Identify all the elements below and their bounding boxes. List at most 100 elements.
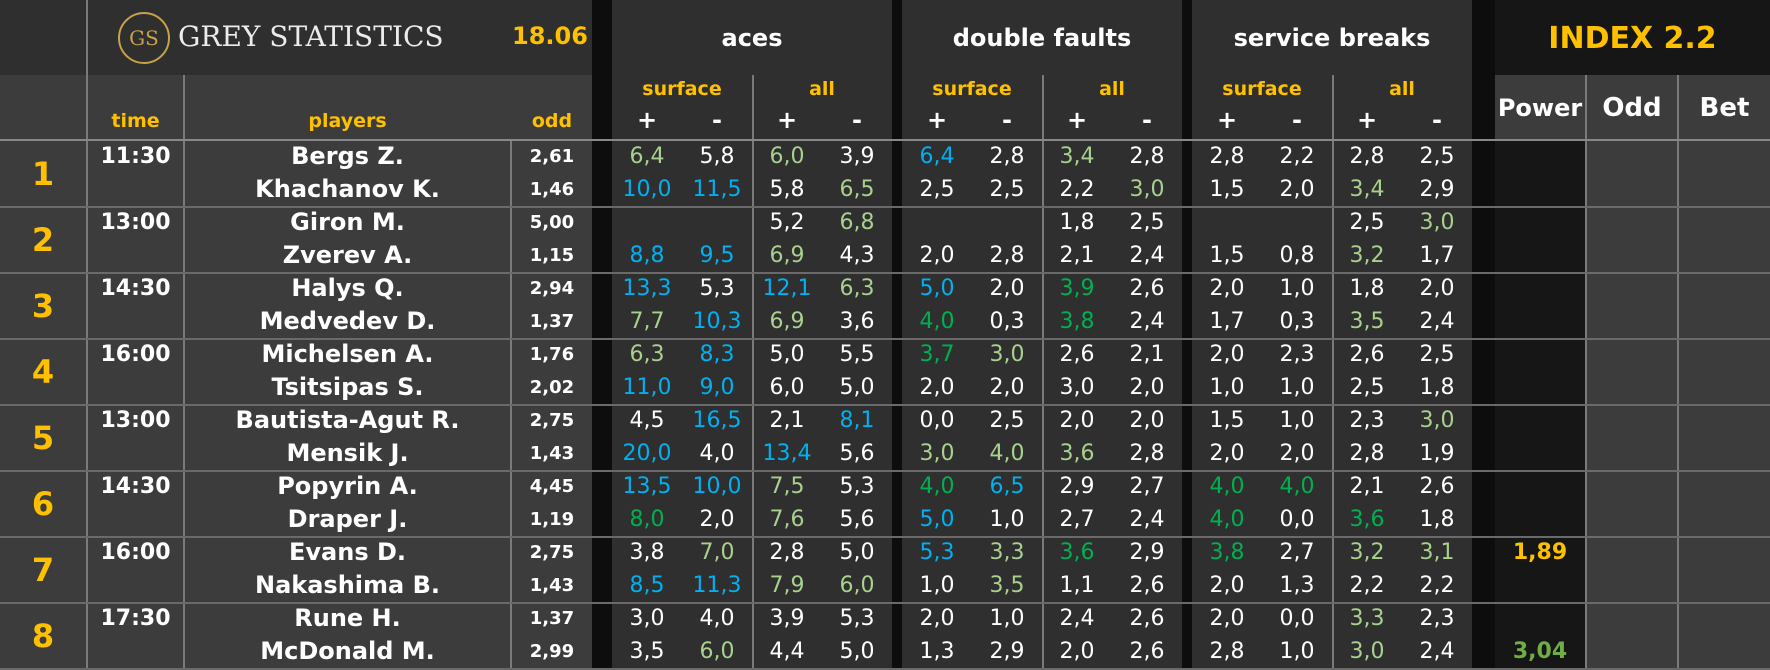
stat-value: 2,4 <box>1129 507 1165 532</box>
stat-value: 1,0 <box>989 606 1025 631</box>
stat-value: 5,8 <box>769 177 805 202</box>
stat-value: 2,0 <box>699 507 735 532</box>
stat-value: 5,3 <box>839 474 875 499</box>
stat-value: 2,7 <box>1059 507 1095 532</box>
stat-value: 4,0 <box>989 441 1025 466</box>
stat-value: 3,5 <box>989 573 1025 598</box>
stat-value: 1,5 <box>1209 177 1245 202</box>
stat-value: 2,1 <box>1129 342 1165 367</box>
subheader-all: all <box>809 78 835 100</box>
stat-value: 4,0 <box>699 606 735 631</box>
stat-value: 2,0 <box>1209 606 1245 631</box>
stat-value: 3,7 <box>919 342 955 367</box>
stat-value: 13,5 <box>622 474 672 499</box>
stat-value: 6,9 <box>769 243 805 268</box>
stat-value: 0,0 <box>1279 606 1315 631</box>
stat-value: 11,3 <box>692 573 742 598</box>
stat-value: 2,6 <box>1129 639 1165 664</box>
stat-value: 2,1 <box>1349 474 1385 499</box>
stat-value: 4,0 <box>919 309 955 334</box>
stat-value: 2,0 <box>919 606 955 631</box>
player-name: Giron M. <box>290 208 405 236</box>
player-odd: 2,02 <box>529 377 575 398</box>
stat-value: 5,3 <box>919 540 955 565</box>
logo-mark: GS <box>129 26 159 50</box>
player-name: Medvedev D. <box>259 307 436 335</box>
stat-value: 6,3 <box>629 342 665 367</box>
stat-value: 4,0 <box>1209 474 1245 499</box>
stat-value: 2,3 <box>1279 342 1315 367</box>
stat-value: 3,0 <box>1129 177 1165 202</box>
stat-value: 3,6 <box>839 309 875 334</box>
stat-value: 2,5 <box>1129 210 1165 235</box>
stat-value: 2,0 <box>1419 276 1455 301</box>
row-divider <box>0 470 1770 472</box>
stat-value: 8,3 <box>699 342 735 367</box>
stat-value: 2,0 <box>1059 639 1095 664</box>
stat-value: 4,0 <box>1279 474 1315 499</box>
stat-value: 2,7 <box>1129 474 1165 499</box>
aces-header: aces <box>721 24 783 52</box>
stat-value: 1,0 <box>1279 639 1315 664</box>
power-value: 1,89 <box>1512 540 1568 565</box>
index-header: INDEX 2.2 <box>1548 20 1717 56</box>
stat-value: 5,0 <box>839 375 875 400</box>
stat-value: 10,0 <box>692 474 742 499</box>
player-name: Michelsen A. <box>261 340 434 368</box>
stat-value: 8,0 <box>629 507 665 532</box>
stat-value: 2,4 <box>1129 309 1165 334</box>
stat-value: 3,8 <box>1059 309 1095 334</box>
stat-value: 1,5 <box>1209 243 1245 268</box>
stat-value: 3,0 <box>989 342 1025 367</box>
stat-value: 6,0 <box>699 639 735 664</box>
stat-value: 1,8 <box>1419 507 1455 532</box>
match-time: 16:00 <box>100 342 171 367</box>
stat-value: 5,0 <box>919 507 955 532</box>
row-divider <box>0 536 1770 538</box>
time-header: time <box>111 110 160 132</box>
stat-value: 4,0 <box>1209 507 1245 532</box>
player-odd: 1,19 <box>529 509 575 530</box>
stat-value: 2,6 <box>1129 276 1165 301</box>
stat-value: 4,5 <box>629 408 665 433</box>
stat-value: 13,3 <box>622 276 672 301</box>
stat-value: 4,0 <box>919 474 955 499</box>
match-number: 4 <box>31 353 55 391</box>
stat-value: 2,9 <box>1129 540 1165 565</box>
stat-value: 0,0 <box>919 408 955 433</box>
player-odd: 5,00 <box>529 212 575 233</box>
minus-header: - <box>1292 106 1302 134</box>
stat-value: 5,5 <box>839 342 875 367</box>
match-time: 17:30 <box>100 606 171 631</box>
stat-value: 6,0 <box>769 375 805 400</box>
stat-value: 2,5 <box>989 408 1025 433</box>
player-name: Khachanov K. <box>255 175 440 203</box>
stat-value: 1,9 <box>1419 441 1455 466</box>
stat-value: 2,2 <box>1349 573 1385 598</box>
stat-value: 2,1 <box>1059 243 1095 268</box>
player-odd: 1,43 <box>529 575 575 596</box>
stat-value: 3,3 <box>1349 606 1385 631</box>
player-odd: 1,76 <box>529 344 575 365</box>
stat-value: 2,8 <box>989 243 1025 268</box>
stat-value: 6,4 <box>919 144 955 169</box>
stat-value: 1,3 <box>919 639 955 664</box>
stat-value: 5,6 <box>839 441 875 466</box>
stat-value: 13,4 <box>762 441 812 466</box>
plus-header: + <box>636 106 658 134</box>
stat-value: 3,9 <box>839 144 875 169</box>
stat-value: 8,5 <box>629 573 665 598</box>
stat-value: 9,0 <box>699 375 735 400</box>
match-number: 8 <box>31 617 55 655</box>
stat-value: 2,9 <box>1059 474 1095 499</box>
stat-value: 2,4 <box>1129 243 1165 268</box>
stat-value: 2,2 <box>1279 144 1315 169</box>
stat-value: 3,3 <box>989 540 1025 565</box>
stat-value: 2,8 <box>769 540 805 565</box>
player-name: Popyrin A. <box>277 472 418 500</box>
player-odd: 2,99 <box>529 641 575 662</box>
stat-value: 6,0 <box>839 573 875 598</box>
stat-value: 4,0 <box>699 441 735 466</box>
stat-value: 2,1 <box>769 408 805 433</box>
stat-value: 1,8 <box>1059 210 1095 235</box>
